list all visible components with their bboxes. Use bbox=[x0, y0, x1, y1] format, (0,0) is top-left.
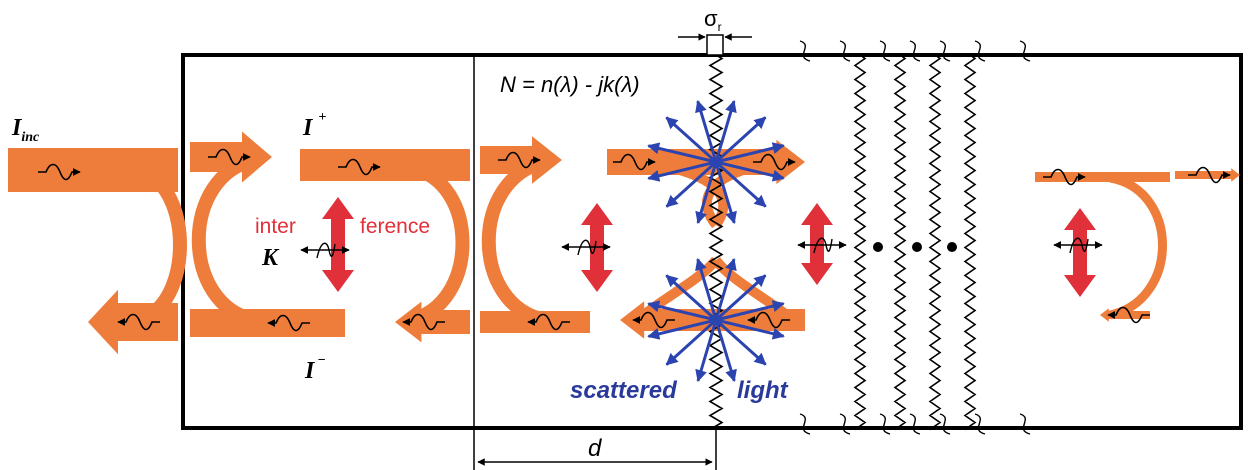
reflection-curve bbox=[199, 160, 255, 320]
break-mark bbox=[880, 414, 890, 434]
break-mark bbox=[880, 41, 890, 61]
roughness-box bbox=[707, 35, 723, 55]
light-beam bbox=[8, 148, 178, 192]
subscript: inc bbox=[21, 130, 40, 145]
break-mark bbox=[940, 41, 950, 61]
light-beam bbox=[190, 309, 345, 337]
light-beam bbox=[300, 149, 470, 181]
scattered-label: light bbox=[737, 377, 789, 404]
symbol: σ bbox=[704, 6, 718, 31]
rough-interface bbox=[710, 55, 722, 430]
superscript: + bbox=[318, 110, 326, 125]
subscript: r bbox=[718, 20, 722, 34]
break-mark bbox=[800, 414, 810, 434]
symbol: I bbox=[302, 115, 314, 141]
dot bbox=[947, 242, 957, 252]
backward-label: I− bbox=[304, 353, 326, 384]
symbol: I bbox=[304, 358, 316, 384]
rough-interface bbox=[855, 55, 865, 430]
break-mark bbox=[840, 41, 850, 61]
rough-interface bbox=[965, 55, 975, 430]
interference-label: inter bbox=[255, 215, 296, 238]
reflection-curve bbox=[489, 162, 545, 320]
reflection-curve bbox=[1110, 178, 1163, 315]
break-mark bbox=[975, 41, 985, 61]
dot bbox=[873, 242, 883, 252]
rough-interface bbox=[895, 55, 905, 430]
rough-interface bbox=[930, 55, 940, 430]
dot bbox=[912, 242, 922, 252]
diagram: Iinc I+ I− inter ference K N = n(λ) - jk… bbox=[0, 0, 1248, 470]
incident-label: Iinc bbox=[11, 115, 40, 145]
break-mark bbox=[1020, 41, 1030, 61]
reflection-curve bbox=[410, 168, 463, 320]
thickness-label: d bbox=[588, 435, 602, 462]
break-mark bbox=[975, 414, 985, 434]
coupling-label: K bbox=[261, 245, 280, 271]
roughness-label: σr bbox=[704, 6, 722, 34]
break-mark bbox=[940, 414, 950, 434]
layout bbox=[8, 35, 1241, 470]
break-mark bbox=[800, 41, 810, 61]
reflection-curve bbox=[150, 175, 180, 315]
break-mark bbox=[1020, 414, 1030, 434]
forward-label: I+ bbox=[302, 110, 326, 141]
scattered-label: scattered bbox=[570, 377, 678, 404]
break-mark bbox=[840, 414, 850, 434]
refractive-index: N = n(λ) - jk(λ) bbox=[500, 72, 640, 97]
break-mark bbox=[910, 414, 920, 434]
break-mark bbox=[910, 41, 920, 61]
interference-arrow bbox=[1064, 208, 1096, 297]
superscript: − bbox=[317, 353, 325, 368]
interference-label: ference bbox=[360, 215, 430, 238]
light-beam bbox=[1035, 172, 1170, 182]
